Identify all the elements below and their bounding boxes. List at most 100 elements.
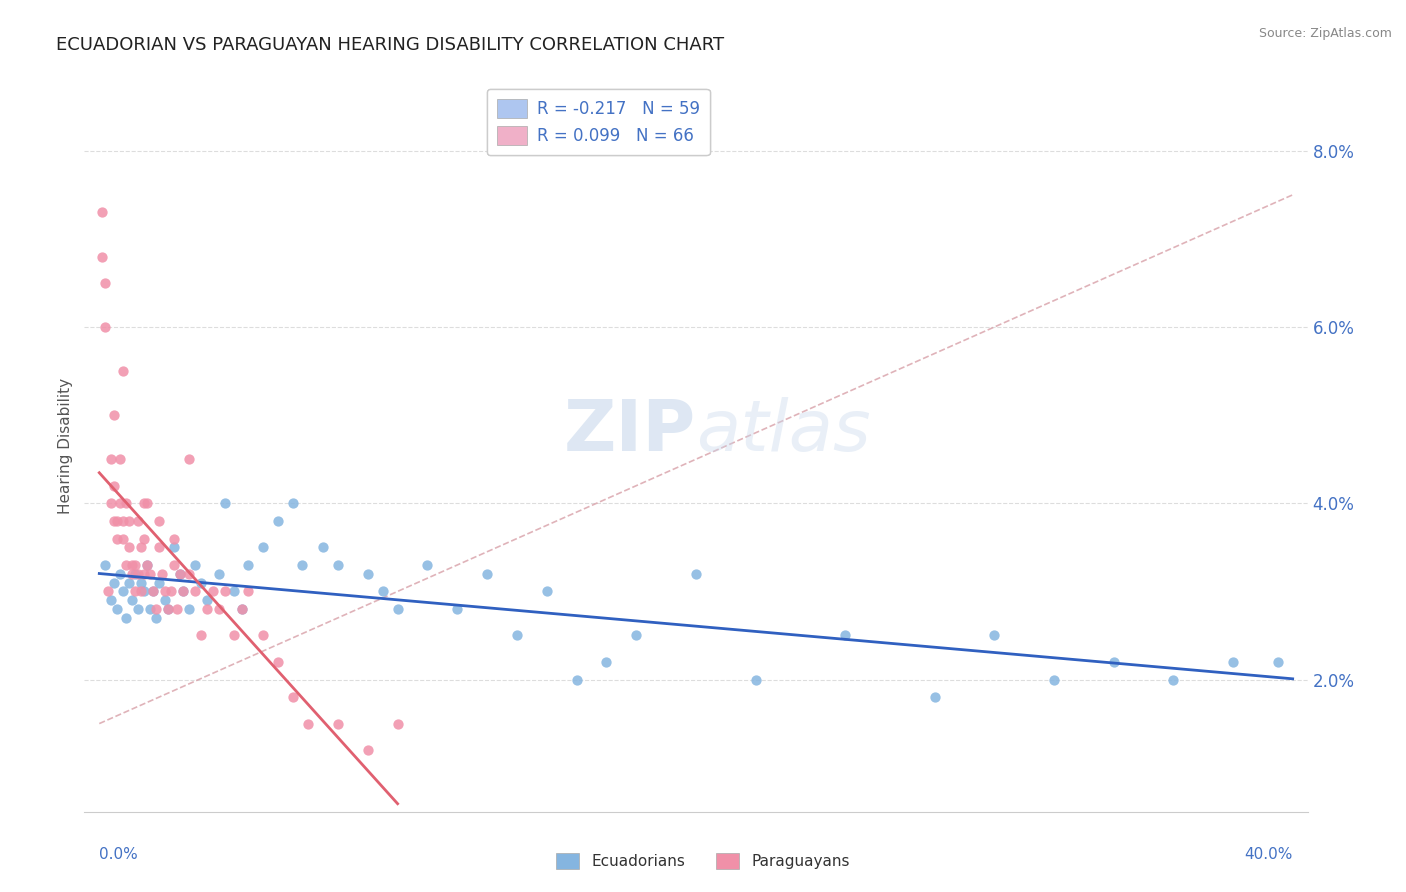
- Point: [238, 584, 260, 599]
- Point: [190, 575, 212, 590]
- Point: [103, 575, 125, 590]
- Point: [127, 602, 149, 616]
- Point: [91, 250, 114, 264]
- Point: [129, 584, 152, 599]
- Point: [139, 602, 162, 616]
- Point: [1102, 655, 1125, 669]
- Point: [132, 532, 155, 546]
- Point: [132, 566, 155, 581]
- Point: [118, 514, 141, 528]
- Point: [118, 541, 141, 555]
- Point: [207, 602, 229, 616]
- Point: [195, 593, 218, 607]
- Point: [744, 673, 766, 687]
- Point: [112, 584, 135, 599]
- Point: [387, 716, 409, 731]
- Point: [121, 566, 143, 581]
- Point: [1267, 655, 1289, 669]
- Point: [172, 584, 194, 599]
- Point: [626, 628, 648, 642]
- Point: [142, 584, 165, 599]
- Point: [97, 584, 120, 599]
- Point: [231, 602, 253, 616]
- Point: [1222, 655, 1244, 669]
- Point: [685, 566, 707, 581]
- Point: [1163, 673, 1185, 687]
- Point: [150, 566, 173, 581]
- Point: [156, 602, 179, 616]
- Point: [283, 496, 305, 510]
- Point: [105, 532, 128, 546]
- Point: [506, 628, 529, 642]
- Text: 0.0%: 0.0%: [100, 847, 138, 862]
- Text: 40.0%: 40.0%: [1244, 847, 1292, 862]
- Point: [105, 514, 128, 528]
- Point: [163, 532, 186, 546]
- Point: [195, 602, 218, 616]
- Point: [129, 541, 152, 555]
- Point: [103, 408, 125, 422]
- Point: [100, 452, 122, 467]
- Point: [145, 611, 167, 625]
- Point: [100, 496, 122, 510]
- Point: [148, 514, 170, 528]
- Text: ZIP: ZIP: [564, 397, 696, 466]
- Point: [291, 558, 314, 572]
- Point: [252, 541, 274, 555]
- Point: [163, 558, 186, 572]
- Point: [108, 496, 131, 510]
- Point: [207, 566, 229, 581]
- Point: [94, 558, 117, 572]
- Point: [222, 584, 245, 599]
- Point: [326, 716, 349, 731]
- Point: [148, 541, 170, 555]
- Point: [357, 566, 380, 581]
- Legend: R = -0.217   N = 59, R = 0.099   N = 66: R = -0.217 N = 59, R = 0.099 N = 66: [486, 88, 710, 155]
- Point: [118, 575, 141, 590]
- Point: [103, 478, 125, 492]
- Point: [312, 541, 335, 555]
- Point: [91, 205, 114, 219]
- Point: [105, 602, 128, 616]
- Point: [127, 514, 149, 528]
- Point: [115, 496, 138, 510]
- Point: [283, 690, 305, 705]
- Point: [172, 584, 194, 599]
- Point: [834, 628, 856, 642]
- Point: [371, 584, 394, 599]
- Point: [1043, 673, 1066, 687]
- Point: [136, 558, 159, 572]
- Point: [121, 558, 143, 572]
- Point: [238, 558, 260, 572]
- Point: [184, 584, 207, 599]
- Point: [446, 602, 468, 616]
- Point: [121, 593, 143, 607]
- Point: [326, 558, 349, 572]
- Point: [565, 673, 588, 687]
- Point: [190, 628, 212, 642]
- Point: [267, 655, 290, 669]
- Point: [214, 584, 236, 599]
- Point: [148, 575, 170, 590]
- Point: [169, 566, 191, 581]
- Text: atlas: atlas: [696, 397, 870, 466]
- Point: [297, 716, 319, 731]
- Point: [357, 743, 380, 757]
- Point: [108, 566, 131, 581]
- Point: [124, 584, 146, 599]
- Point: [124, 566, 146, 581]
- Point: [142, 584, 165, 599]
- Point: [94, 276, 117, 290]
- Point: [177, 452, 200, 467]
- Point: [139, 566, 162, 581]
- Point: [156, 602, 179, 616]
- Point: [129, 575, 152, 590]
- Point: [132, 584, 155, 599]
- Point: [153, 593, 176, 607]
- Point: [94, 320, 117, 334]
- Point: [983, 628, 1005, 642]
- Point: [112, 514, 135, 528]
- Point: [132, 496, 155, 510]
- Point: [169, 566, 191, 581]
- Point: [103, 514, 125, 528]
